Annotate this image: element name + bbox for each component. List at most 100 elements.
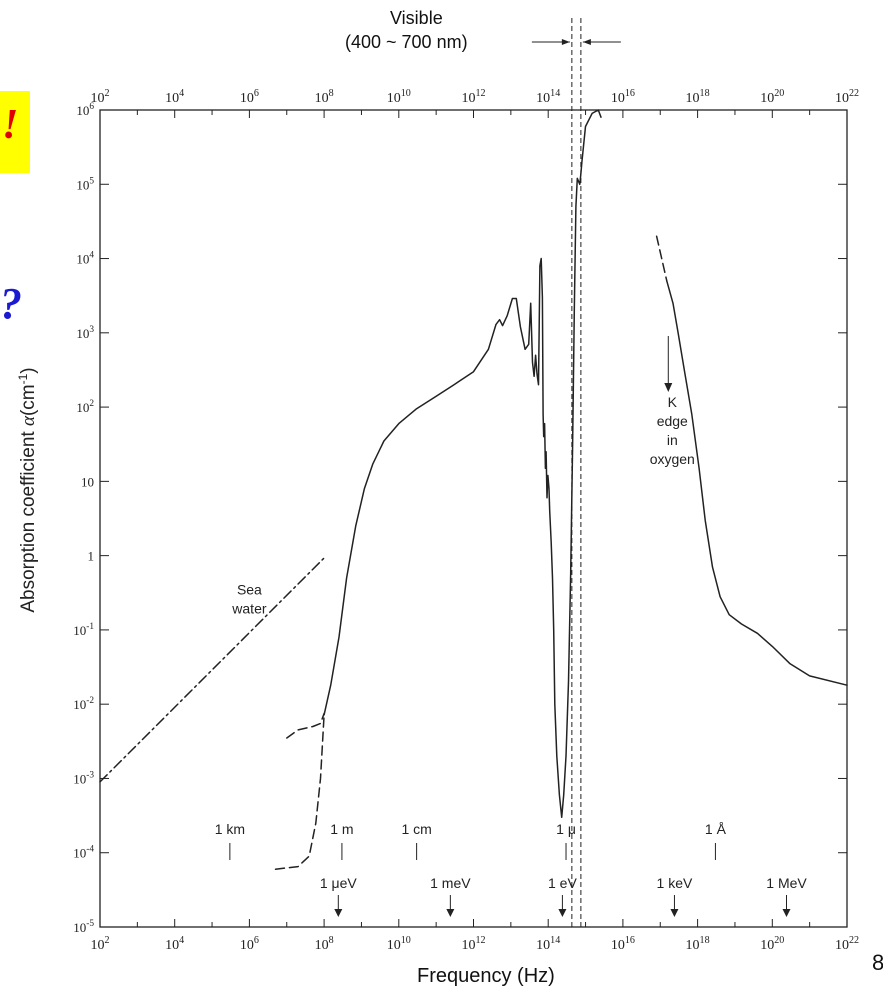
y-tick-label-7: 102 xyxy=(76,399,94,415)
x-tick-label-bottom-7-exp: 16 xyxy=(625,935,635,946)
x-tick-label-bottom-2-exp: 6 xyxy=(254,935,259,946)
x-tick-label-bottom-2-base: 10 xyxy=(240,938,254,953)
x-tick-label-bottom-6: 1014 xyxy=(536,935,560,953)
x-tick-label-bottom-3: 108 xyxy=(315,935,334,953)
y-tick-label-9-exp: 4 xyxy=(89,251,94,261)
y-tick-label-0-base: 10 xyxy=(73,920,86,935)
visible-label-line2: (400 ~ 700 nm) xyxy=(345,32,468,52)
x-tick-label-bottom-5: 1012 xyxy=(461,935,485,953)
x-tick-label-top-3-base: 10 xyxy=(315,91,329,106)
annotation-sea-water-line-1: water xyxy=(231,600,267,616)
x-tick-label-bottom-4-exp: 10 xyxy=(401,935,411,946)
y-axis-label-unit: (cm xyxy=(18,384,39,416)
x-tick-label-bottom-9-base: 10 xyxy=(760,938,774,953)
x-tick-label-top-1: 104 xyxy=(165,88,184,106)
series-line-5 xyxy=(655,235,668,282)
y-tick-label-3-exp: -2 xyxy=(86,696,94,706)
x-tick-label-bottom-7-base: 10 xyxy=(611,938,625,953)
x-tick-label-bottom-3-base: 10 xyxy=(315,938,329,953)
annotation-k-edge-line-0: K xyxy=(668,394,678,410)
y-tick-label-5: 1 xyxy=(88,549,95,564)
y-tick-label-9: 104 xyxy=(76,251,94,267)
x-tick-label-top-9: 1020 xyxy=(760,88,784,106)
x-tick-label-top-1-exp: 4 xyxy=(179,88,184,99)
x-tick-label-bottom-0: 102 xyxy=(90,935,109,953)
y-tick-label-5-base: 1 xyxy=(88,549,95,564)
y-tick-label-2-exp: -3 xyxy=(86,770,94,780)
y-tick-label-10-exp: 5 xyxy=(89,176,94,186)
x-tick-label-bottom-6-exp: 14 xyxy=(550,935,560,946)
wavelength-marker-label-1: 1 m xyxy=(330,821,353,837)
chart-axes: Absorption coefficient α(cm-1) xyxy=(16,18,848,928)
x-tick-label-bottom-6-base: 10 xyxy=(536,938,550,953)
x-tick-label-top-1-base: 10 xyxy=(165,91,179,106)
x-tick-label-top-6: 1014 xyxy=(536,88,560,106)
y-tick-label-6: 10 xyxy=(81,474,94,489)
x-tick-label-bottom-10-exp: 22 xyxy=(849,935,859,946)
energy-marker-arrowhead-2 xyxy=(558,909,567,917)
y-tick-label-8: 103 xyxy=(76,325,94,341)
x-tick-label-top-7-base: 10 xyxy=(611,91,625,106)
x-tick-label-bottom-9: 1020 xyxy=(760,935,784,953)
x-tick-label-top-9-exp: 20 xyxy=(774,88,784,99)
x-tick-label-top-10-base: 10 xyxy=(835,91,849,106)
x-tick-label-top-6-base: 10 xyxy=(536,91,550,106)
y-tick-label-8-exp: 3 xyxy=(89,325,94,335)
energy-marker-arrowhead-0 xyxy=(334,909,343,917)
y-tick-label-0: 10-5 xyxy=(73,919,94,935)
x-tick-label-top-7-exp: 16 xyxy=(625,88,635,99)
x-tick-label-top-7: 1016 xyxy=(611,88,635,106)
x-tick-label-bottom-1-exp: 4 xyxy=(179,935,184,946)
x-tick-label-top-2-base: 10 xyxy=(240,91,254,106)
chart-series xyxy=(99,109,848,870)
x-tick-label-top-3: 108 xyxy=(315,88,334,106)
x-tick-label-bottom-10-base: 10 xyxy=(835,938,849,953)
x-tick-label-top-2-exp: 6 xyxy=(254,88,259,99)
wavelength-marker-label-0: 1 km xyxy=(215,821,245,837)
y-tick-label-2-base: 10 xyxy=(73,771,86,786)
y-tick-label-11: 106 xyxy=(76,102,94,118)
annotation-k-edge-line-1: edge xyxy=(657,413,688,429)
y-tick-label-3: 10-2 xyxy=(73,696,94,712)
energy-marker-label-1: 1 meV xyxy=(430,875,471,891)
energy-marker-label-0: 1 μeV xyxy=(320,875,358,891)
x-tick-label-top-9-base: 10 xyxy=(760,91,774,106)
visible-label-line1: Visible xyxy=(390,8,443,28)
y-axis-label-symbol: α xyxy=(18,415,39,426)
y-tick-label-7-exp: 2 xyxy=(89,399,94,409)
x-tick-label-bottom-1: 104 xyxy=(165,935,184,953)
x-tick-label-top-5: 1012 xyxy=(461,88,485,106)
y-tick-label-11-base: 10 xyxy=(76,103,89,118)
x-tick-label-bottom-8: 1018 xyxy=(686,935,710,953)
y-tick-label-3-base: 10 xyxy=(73,697,86,712)
x-tick-label-top-8-base: 10 xyxy=(686,91,700,106)
x-tick-label-top-8-exp: 18 xyxy=(700,88,710,99)
x-tick-label-top-0: 102 xyxy=(90,88,109,106)
k-edge-arrowhead xyxy=(664,383,673,392)
series-line-4 xyxy=(286,712,325,739)
plot-frame xyxy=(99,109,848,928)
energy-marker-arrowhead-4 xyxy=(782,909,791,917)
x-tick-label-top-0-base: 10 xyxy=(90,91,104,106)
y-tick-label-11-exp: 6 xyxy=(89,102,94,112)
x-tick-label-bottom-10: 1022 xyxy=(835,935,859,953)
y-axis-label-text: Absorption coefficient xyxy=(18,426,39,613)
y-tick-label-4-exp: -1 xyxy=(86,622,94,632)
energy-marker-label-2: 1 eV xyxy=(548,875,577,891)
x-tick-label-bottom-5-exp: 12 xyxy=(475,935,485,946)
badge-exclamation-mark: ! xyxy=(2,102,19,148)
y-tick-label-2: 10-3 xyxy=(73,770,94,786)
x-tick-label-top-10: 1022 xyxy=(835,88,859,106)
energy-marker-arrowhead-3 xyxy=(670,909,679,917)
x-tick-label-top-5-base: 10 xyxy=(461,91,475,106)
energy-marker-label-4: 1 MeV xyxy=(766,875,807,891)
x-tick-label-top-8: 1018 xyxy=(686,88,710,106)
series-line-3 xyxy=(274,714,325,870)
visible-arrowhead-right xyxy=(582,39,591,45)
y-axis-label: Absorption coefficient α(cm-1) xyxy=(16,367,39,612)
y-axis-label-unit-close: ) xyxy=(18,367,39,373)
y-axis-label-unit-sup: -1 xyxy=(16,373,30,384)
series-line-1 xyxy=(666,280,848,686)
